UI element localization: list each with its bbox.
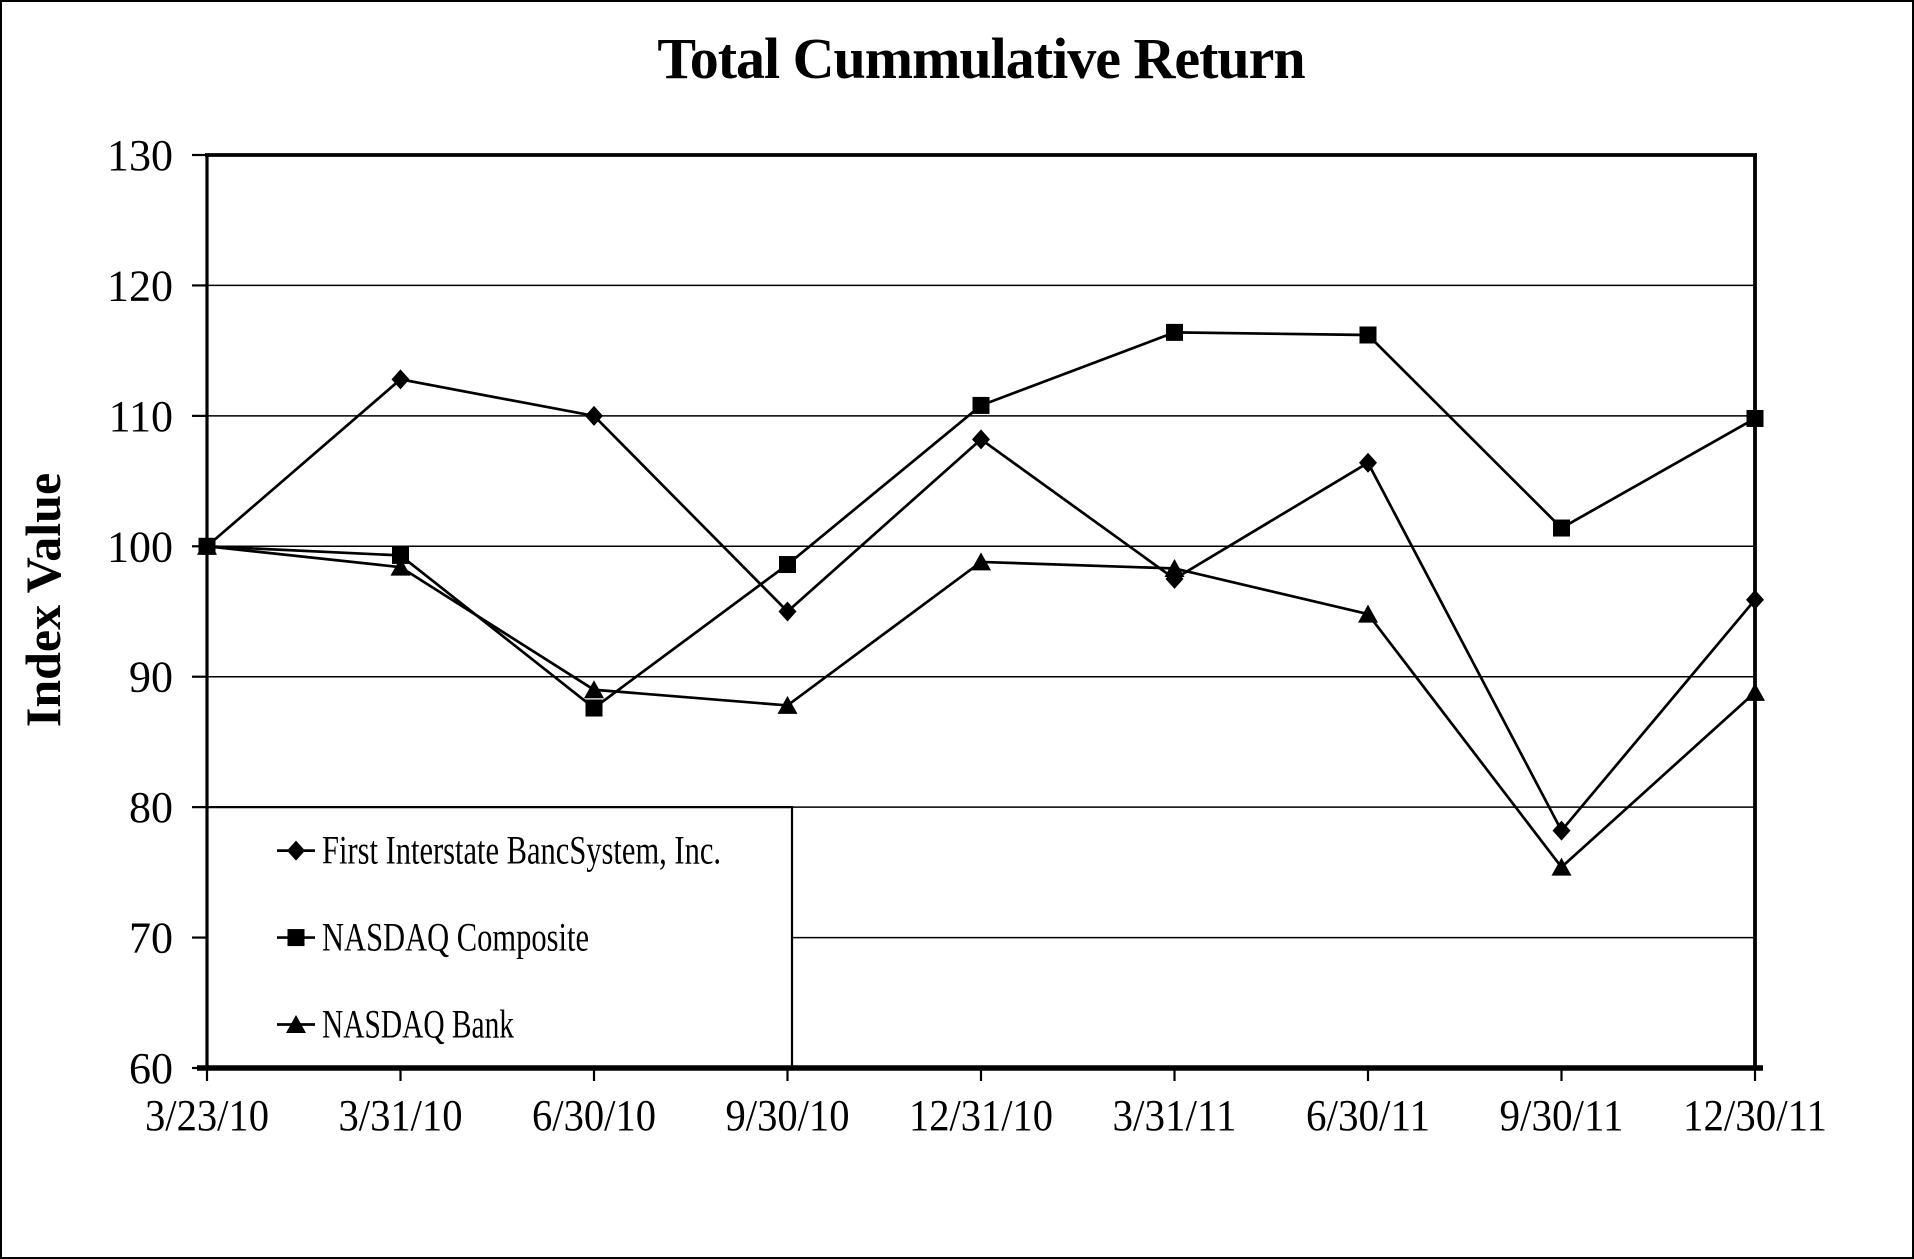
legend-label-1: NASDAQ Composite (322, 915, 589, 960)
series-line-nasdaq-composite (206, 331, 1756, 710)
marker-diamond (1359, 452, 1377, 473)
chart-title: Total Cummulative Return (657, 26, 1305, 91)
x-tick-label-4: 12/31/10 (909, 1091, 1053, 1140)
y-tick-label-120: 120 (107, 261, 173, 310)
x-tick-label-8: 12/30/11 (1683, 1091, 1827, 1140)
marker-diamond (585, 405, 603, 426)
y-tick-label-60: 60 (129, 1044, 173, 1093)
marker-triangle (1551, 857, 1572, 876)
x-tick-label-5: 3/31/11 (1113, 1091, 1237, 1140)
x-tick-label-1: 3/31/10 (339, 1091, 463, 1140)
x-tick-label-0: 3/23/10 (145, 1091, 269, 1140)
marker-square (287, 929, 305, 947)
marker-diamond (778, 601, 797, 622)
x-tick-label-2: 6/30/10 (532, 1091, 656, 1140)
legend-label-0: First Interstate BancSystem, Inc. (322, 828, 721, 873)
legend-label-2: NASDAQ Bank (322, 1002, 514, 1047)
marker-triangle (286, 1015, 306, 1034)
x-tick-label-6: 6/30/11 (1306, 1091, 1430, 1140)
marker-diamond (287, 840, 305, 861)
marker-square (392, 546, 409, 564)
y-tick-label-80: 80 (129, 783, 173, 832)
marker-diamond (391, 369, 410, 390)
marker-diamond (972, 429, 990, 450)
marker-triangle (1164, 558, 1185, 577)
marker-square (1166, 323, 1183, 341)
marker-triangle (584, 680, 604, 699)
x-tick-label-7: 9/30/11 (1500, 1091, 1624, 1140)
y-tick-label-100: 100 (107, 522, 173, 571)
y-tick-label-90: 90 (129, 653, 173, 702)
marker-triangle (777, 695, 798, 714)
marker-square (972, 396, 990, 414)
x-tick-label-3: 9/30/10 (726, 1091, 850, 1140)
marker-square (585, 699, 603, 717)
marker-triangle (1358, 604, 1378, 623)
marker-diamond (1552, 820, 1571, 841)
marker-square (1553, 519, 1570, 537)
y-tick-label-70: 70 (129, 914, 173, 963)
marker-square (1359, 326, 1377, 344)
y-tick-label-110: 110 (109, 392, 173, 441)
marker-triangle (971, 552, 991, 571)
marker-triangle (390, 557, 411, 576)
marker-square (779, 556, 796, 574)
y-tick-label-130: 130 (107, 131, 173, 180)
